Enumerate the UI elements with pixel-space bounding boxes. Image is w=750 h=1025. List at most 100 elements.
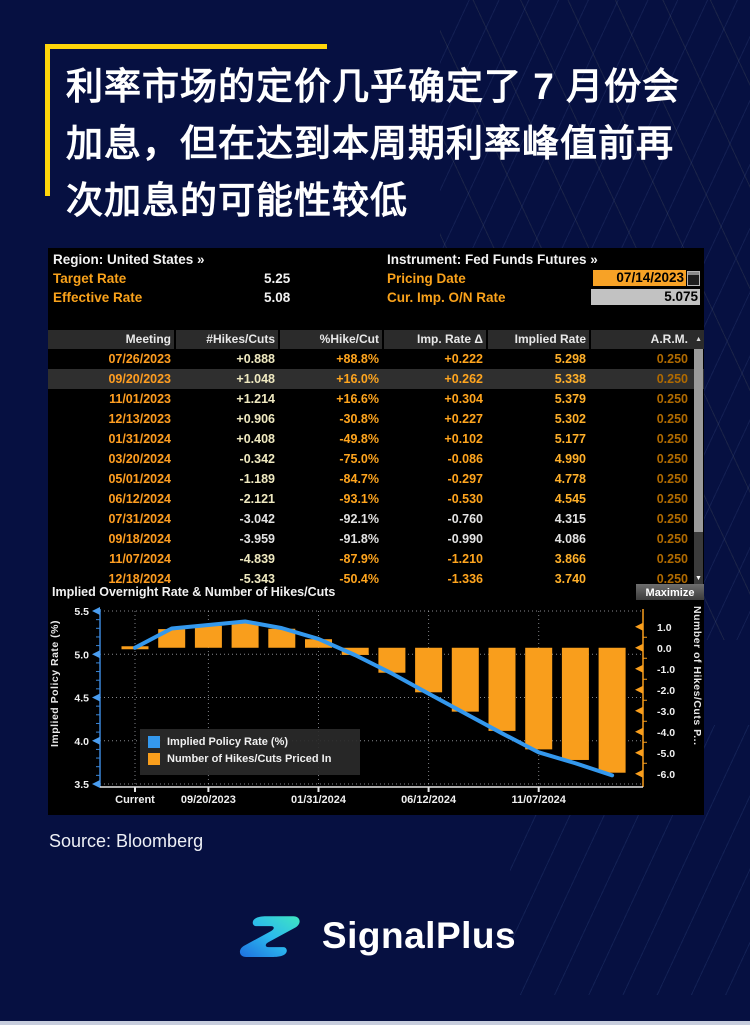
chart-canvas: 5.5 5.0 4.5 4.0 3.5 1.0 0.0 -1.0 -2.0 -3.0 -4.0 -5.… bbox=[74, 606, 675, 806]
table-cell: 0.250 bbox=[656, 512, 688, 526]
table-cell: -0.297 bbox=[447, 472, 483, 486]
headline-accent-top-bar bbox=[45, 44, 327, 49]
svg-text:5.5: 5.5 bbox=[74, 606, 89, 618]
svg-text:Current: Current bbox=[115, 794, 155, 806]
instrument-link[interactable]: Instrument: Fed Funds Futures » bbox=[387, 252, 598, 267]
table-cell: +0.262 bbox=[444, 372, 483, 386]
svg-text:5.0: 5.0 bbox=[74, 649, 89, 661]
left-axis-title: Implied Policy Rate (%) bbox=[49, 620, 61, 748]
table-cell: -1.336 bbox=[447, 572, 483, 584]
svg-text:-6.0: -6.0 bbox=[657, 769, 675, 781]
column-header[interactable]: Implied Rate bbox=[488, 330, 589, 349]
legend-swatch-line bbox=[148, 735, 160, 748]
table-cell: +16.6% bbox=[336, 392, 379, 406]
chart-legend: Implied Policy Rate (%) Number of Hikes/… bbox=[140, 729, 360, 775]
table-row[interactable]: 06/12/2024 -2.121 -93.1% -0.530 4.545 0.250 bbox=[48, 489, 704, 509]
maximize-button[interactable]: Maximize bbox=[636, 584, 704, 600]
table-row[interactable]: 09/20/2023 +1.048 +16.0% +0.262 5.338 0.250 bbox=[48, 369, 704, 389]
svg-text:3.5: 3.5 bbox=[74, 779, 89, 791]
legend-label-bar: Number of Hikes/Cuts Priced In bbox=[167, 752, 332, 765]
svg-text:0.0: 0.0 bbox=[657, 643, 672, 655]
brand-name: SignalPlus bbox=[321, 915, 517, 956]
futures-table: Meeting #Hikes/Cuts %Hike/Cut Imp. Rate Δ Im… bbox=[48, 330, 704, 584]
chart-block: Implied Overnight Rate & Number of Hikes… bbox=[48, 584, 704, 811]
table-cell: 0.250 bbox=[656, 412, 688, 426]
table-cell: 0.250 bbox=[656, 492, 688, 506]
column-header[interactable]: %Hike/Cut bbox=[280, 330, 382, 349]
table-cell: 11/01/2023 bbox=[109, 392, 171, 406]
headline-line-1: 利率市场的定价几乎确定了 7 月份会 bbox=[66, 66, 681, 107]
table-cell: -91.8% bbox=[339, 532, 379, 546]
table-cell: -4.839 bbox=[239, 552, 275, 566]
table-cell: +0.227 bbox=[444, 412, 483, 426]
table-row[interactable]: 11/01/2023 +1.214 +16.6% +0.304 5.379 0.250 bbox=[48, 389, 704, 409]
table-cell: +16.0% bbox=[336, 372, 379, 386]
scrollbar-down-arrow[interactable]: ▼ bbox=[695, 575, 702, 582]
table-cell: -84.7% bbox=[339, 472, 379, 486]
table-cell: -0.990 bbox=[447, 532, 483, 546]
table-cell: 0.250 bbox=[656, 572, 688, 584]
table-row[interactable]: 03/20/2024 -0.342 -75.0% -0.086 4.990 0.250 bbox=[48, 449, 704, 469]
svg-text:-2.0: -2.0 bbox=[657, 685, 675, 697]
column-header[interactable]: Imp. Rate Δ bbox=[384, 330, 486, 349]
column-header[interactable]: A.R.M. ▲ bbox=[591, 330, 704, 349]
svg-text:4.0: 4.0 bbox=[74, 736, 89, 748]
table-cell: 4.545 bbox=[554, 492, 586, 506]
target-rate-value: 5.25 bbox=[264, 271, 291, 286]
table-cell: 06/12/2024 bbox=[108, 492, 171, 506]
table-row[interactable]: 11/07/2024 -4.839 -87.9% -1.210 3.866 0.250 bbox=[48, 549, 704, 569]
table-cell: 0.250 bbox=[656, 452, 688, 466]
region-link[interactable]: Region: United States » bbox=[53, 252, 205, 267]
table-cell: -3.042 bbox=[239, 512, 275, 526]
table-cell: 12/13/2023 bbox=[108, 412, 171, 426]
table-cell: -87.9% bbox=[339, 552, 379, 566]
source-caption: Source: Bloomberg bbox=[49, 831, 204, 851]
sort-arrow-icon[interactable]: ▲ bbox=[695, 336, 702, 343]
table-row[interactable]: 12/18/2024 -5.343 -50.4% -1.336 3.740 0.250 bbox=[48, 569, 704, 584]
table-cell: 0.250 bbox=[656, 352, 688, 366]
right-axis-title: Number of Hikes/Cuts P... bbox=[691, 606, 703, 746]
table-cell: 3.866 bbox=[554, 552, 586, 566]
table-cell: +0.408 bbox=[236, 432, 275, 446]
table-row[interactable]: 01/31/2024 +0.408 -49.8% +0.102 5.177 0.250 bbox=[48, 429, 704, 449]
table-cell: +88.8% bbox=[336, 352, 379, 366]
table-row[interactable]: 09/18/2024 -3.959 -91.8% -0.990 4.086 0.250 bbox=[48, 529, 704, 549]
table-cell: 09/20/2023 bbox=[108, 372, 171, 386]
column-header[interactable]: #Hikes/Cuts bbox=[176, 330, 278, 349]
svg-text:4.5: 4.5 bbox=[74, 693, 89, 705]
terminal-header: Region: United States » Instrument: Fed … bbox=[48, 248, 704, 330]
table-cell: +0.222 bbox=[444, 352, 483, 366]
svg-text:06/12/2024: 06/12/2024 bbox=[401, 794, 457, 806]
table-row[interactable]: 07/31/2024 -3.042 -92.1% -0.760 4.315 0.250 bbox=[48, 509, 704, 529]
column-header[interactable]: Meeting bbox=[48, 330, 174, 349]
chart-titlebar: Implied Overnight Rate & Number of Hikes… bbox=[48, 584, 704, 601]
headline: 利率市场的定价几乎确定了 7 月份会 加息，但在达到本周期利率峰值前再 次加息的… bbox=[45, 44, 685, 229]
table-cell: +0.304 bbox=[444, 392, 483, 406]
pricing-date-input[interactable]: 07/14/2023 bbox=[593, 270, 686, 286]
svg-text:01/31/2024: 01/31/2024 bbox=[291, 794, 347, 806]
table-cell: -0.342 bbox=[239, 452, 275, 466]
table-cell: -0.530 bbox=[447, 492, 483, 506]
bottom-strip bbox=[0, 1021, 750, 1025]
table-cell: 4.315 bbox=[554, 512, 586, 526]
table-cell: 05/01/2024 bbox=[108, 472, 171, 486]
table-cell: +1.214 bbox=[236, 392, 275, 406]
table-row[interactable]: 12/13/2023 +0.906 -30.8% +0.227 5.302 0.250 bbox=[48, 409, 704, 429]
table-row[interactable]: 05/01/2024 -1.189 -84.7% -0.297 4.778 0.250 bbox=[48, 469, 704, 489]
scrollbar-thumb[interactable] bbox=[694, 349, 703, 533]
table-cell: -93.1% bbox=[339, 492, 379, 506]
table-cell: 03/20/2024 bbox=[108, 452, 171, 466]
table-cell: -1.189 bbox=[239, 472, 275, 486]
headline-line-3: 次加息的可能性较低 bbox=[66, 180, 408, 221]
table-cell: 4.086 bbox=[554, 532, 586, 546]
table-cell: -1.210 bbox=[447, 552, 483, 566]
calendar-icon[interactable] bbox=[687, 271, 700, 286]
svg-text:-3.0: -3.0 bbox=[657, 706, 675, 718]
table-row[interactable]: 07/26/2023 +0.888 +88.8% +0.222 5.298 0.250 bbox=[48, 349, 704, 369]
table-cell: 09/18/2024 bbox=[108, 532, 171, 546]
cur-imp-rate-label: Cur. Imp. O/N Rate bbox=[387, 290, 506, 305]
table-scrollbar[interactable]: ▼ bbox=[694, 349, 703, 584]
table-cell: 4.778 bbox=[554, 472, 586, 486]
table-header-row: Meeting #Hikes/Cuts %Hike/Cut Imp. Rate Δ Im… bbox=[48, 330, 704, 349]
